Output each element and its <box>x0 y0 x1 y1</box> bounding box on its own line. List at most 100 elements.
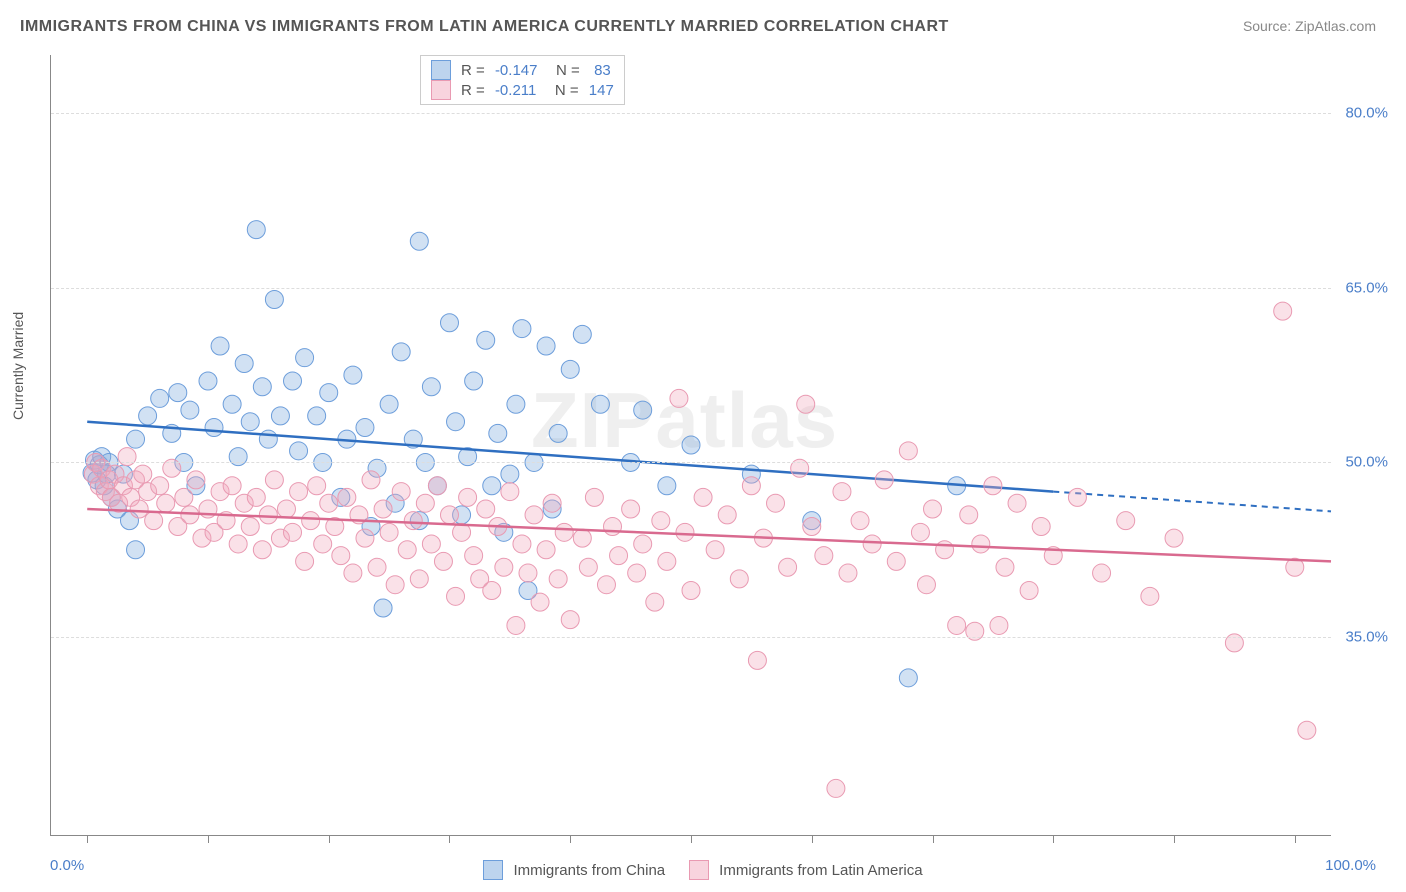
r-value-latin: -0.211 <box>495 82 536 99</box>
scatter-point-china <box>205 419 223 437</box>
scatter-point-china <box>344 366 362 384</box>
scatter-point-china <box>151 389 169 407</box>
legend-swatch-latin <box>689 860 709 880</box>
scatter-point-latin <box>899 442 917 460</box>
scatter-point-latin <box>175 488 193 506</box>
scatter-point-latin <box>676 523 694 541</box>
x-tick <box>329 835 330 843</box>
scatter-point-china <box>422 378 440 396</box>
scatter-point-latin <box>863 535 881 553</box>
scatter-point-latin <box>428 477 446 495</box>
swatch-china <box>431 60 451 80</box>
scatter-point-latin <box>718 506 736 524</box>
x-tick <box>1053 835 1054 843</box>
scatter-point-china <box>507 395 525 413</box>
x-tick <box>208 835 209 843</box>
n-value-latin: 147 <box>589 82 614 99</box>
scatter-point-latin <box>320 494 338 512</box>
scatter-point-china <box>561 360 579 378</box>
scatter-point-latin <box>247 488 265 506</box>
x-tick <box>1174 835 1175 843</box>
scatter-point-latin <box>579 558 597 576</box>
scatter-point-china <box>899 669 917 687</box>
scatter-point-latin <box>519 564 537 582</box>
scatter-point-china <box>573 325 591 343</box>
gridline <box>51 288 1331 289</box>
scatter-point-latin <box>670 389 688 407</box>
legend-label-china: Immigrants from China <box>513 862 665 879</box>
n-label: N = <box>542 82 582 99</box>
scatter-point-latin <box>622 500 640 518</box>
scatter-point-china <box>290 442 308 460</box>
scatter-point-china <box>284 372 302 390</box>
scatter-point-latin <box>392 483 410 501</box>
scatter-point-latin <box>948 616 966 634</box>
x-axis-min-label: 0.0% <box>50 857 84 874</box>
scatter-point-latin <box>130 500 148 518</box>
scatter-point-latin <box>682 582 700 600</box>
scatter-point-china <box>127 430 145 448</box>
scatter-point-latin <box>483 582 501 600</box>
scatter-point-latin <box>984 477 1002 495</box>
scatter-point-latin <box>585 488 603 506</box>
scatter-point-latin <box>972 535 990 553</box>
scatter-point-latin <box>917 576 935 594</box>
scatter-point-china <box>477 331 495 349</box>
scatter-point-china <box>296 349 314 367</box>
scatter-point-latin <box>875 471 893 489</box>
scatter-point-latin <box>398 541 416 559</box>
scatter-point-china <box>247 221 265 239</box>
scatter-point-latin <box>936 541 954 559</box>
scatter-point-latin <box>561 611 579 629</box>
scatter-point-latin <box>447 587 465 605</box>
scatter-point-latin <box>229 535 247 553</box>
swatch-latin <box>431 80 451 100</box>
scatter-point-latin <box>134 465 152 483</box>
y-axis-label: Currently Married <box>10 312 26 420</box>
scatter-point-latin <box>1141 587 1159 605</box>
stats-row-china: R = -0.147 N = 83 <box>431 60 614 80</box>
gridline <box>51 113 1331 114</box>
trend-line-ext-china <box>1053 492 1331 512</box>
scatter-point-latin <box>440 506 458 524</box>
x-tick <box>933 835 934 843</box>
scatter-point-china <box>380 395 398 413</box>
scatter-point-latin <box>833 483 851 501</box>
scatter-point-latin <box>573 529 591 547</box>
scatter-point-latin <box>241 517 259 535</box>
scatter-point-latin <box>839 564 857 582</box>
r-value-china: -0.147 <box>495 62 538 79</box>
chart-svg <box>51 55 1331 835</box>
scatter-point-latin <box>386 576 404 594</box>
scatter-point-latin <box>362 471 380 489</box>
scatter-point-latin <box>1165 529 1183 547</box>
scatter-point-latin <box>338 488 356 506</box>
legend-label-latin: Immigrants from Latin America <box>719 862 922 879</box>
scatter-point-latin <box>1274 302 1292 320</box>
y-tick-label: 80.0% <box>1345 105 1388 122</box>
scatter-point-latin <box>803 517 821 535</box>
scatter-point-latin <box>380 523 398 541</box>
scatter-point-china <box>320 384 338 402</box>
scatter-point-latin <box>996 558 1014 576</box>
scatter-point-china <box>501 465 519 483</box>
scatter-point-latin <box>1117 512 1135 530</box>
scatter-point-china <box>169 384 187 402</box>
n-label: N = <box>543 62 588 79</box>
stats-legend: R = -0.147 N = 83 R = -0.211 N = 147 <box>420 55 625 105</box>
scatter-point-china <box>513 320 531 338</box>
y-tick-label: 65.0% <box>1345 279 1388 296</box>
scatter-point-latin <box>634 535 652 553</box>
x-tick <box>570 835 571 843</box>
n-value-china: 83 <box>594 62 611 79</box>
scatter-point-latin <box>344 564 362 582</box>
scatter-point-latin <box>531 593 549 611</box>
x-tick <box>1295 835 1296 843</box>
scatter-point-latin <box>652 512 670 530</box>
scatter-point-latin <box>924 500 942 518</box>
scatter-point-latin <box>356 529 374 547</box>
scatter-point-latin <box>477 500 495 518</box>
scatter-point-latin <box>145 512 163 530</box>
scatter-point-china <box>483 477 501 495</box>
scatter-point-latin <box>610 547 628 565</box>
